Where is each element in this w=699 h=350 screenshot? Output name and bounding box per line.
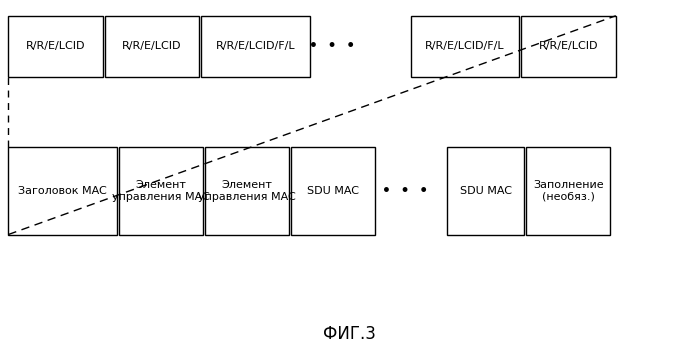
- Bar: [526, 147, 610, 234]
- Text: R/R/E/LCID: R/R/E/LCID: [539, 41, 598, 51]
- Text: SDU MAC: SDU MAC: [307, 186, 359, 196]
- Text: Заголовок MAC: Заголовок MAC: [18, 186, 107, 196]
- Text: R/R/E/LCID: R/R/E/LCID: [26, 41, 85, 51]
- Text: •  •  •: • • •: [382, 184, 428, 198]
- Text: Элемент
управления MAC: Элемент управления MAC: [198, 180, 296, 202]
- Text: SDU MAC: SDU MAC: [460, 186, 512, 196]
- Text: •  •  •: • • •: [309, 39, 355, 53]
- Bar: [205, 147, 289, 234]
- Text: Заполнение
(необяз.): Заполнение (необяз.): [533, 180, 604, 202]
- Bar: [447, 147, 524, 234]
- Bar: [119, 147, 203, 234]
- Text: R/R/E/LCID: R/R/E/LCID: [122, 41, 182, 51]
- Bar: [521, 16, 616, 77]
- Text: R/R/E/LCID/F/L: R/R/E/LCID/F/L: [426, 41, 505, 51]
- Bar: [201, 16, 310, 77]
- Text: R/R/E/LCID/F/L: R/R/E/LCID/F/L: [216, 41, 295, 51]
- Bar: [8, 16, 103, 77]
- Bar: [291, 147, 375, 234]
- Text: ФИГ.3: ФИГ.3: [323, 325, 376, 343]
- Bar: [105, 16, 199, 77]
- Bar: [8, 147, 117, 234]
- Text: Элемент
управления MAC: Элемент управления MAC: [112, 180, 210, 202]
- Bar: [411, 16, 519, 77]
